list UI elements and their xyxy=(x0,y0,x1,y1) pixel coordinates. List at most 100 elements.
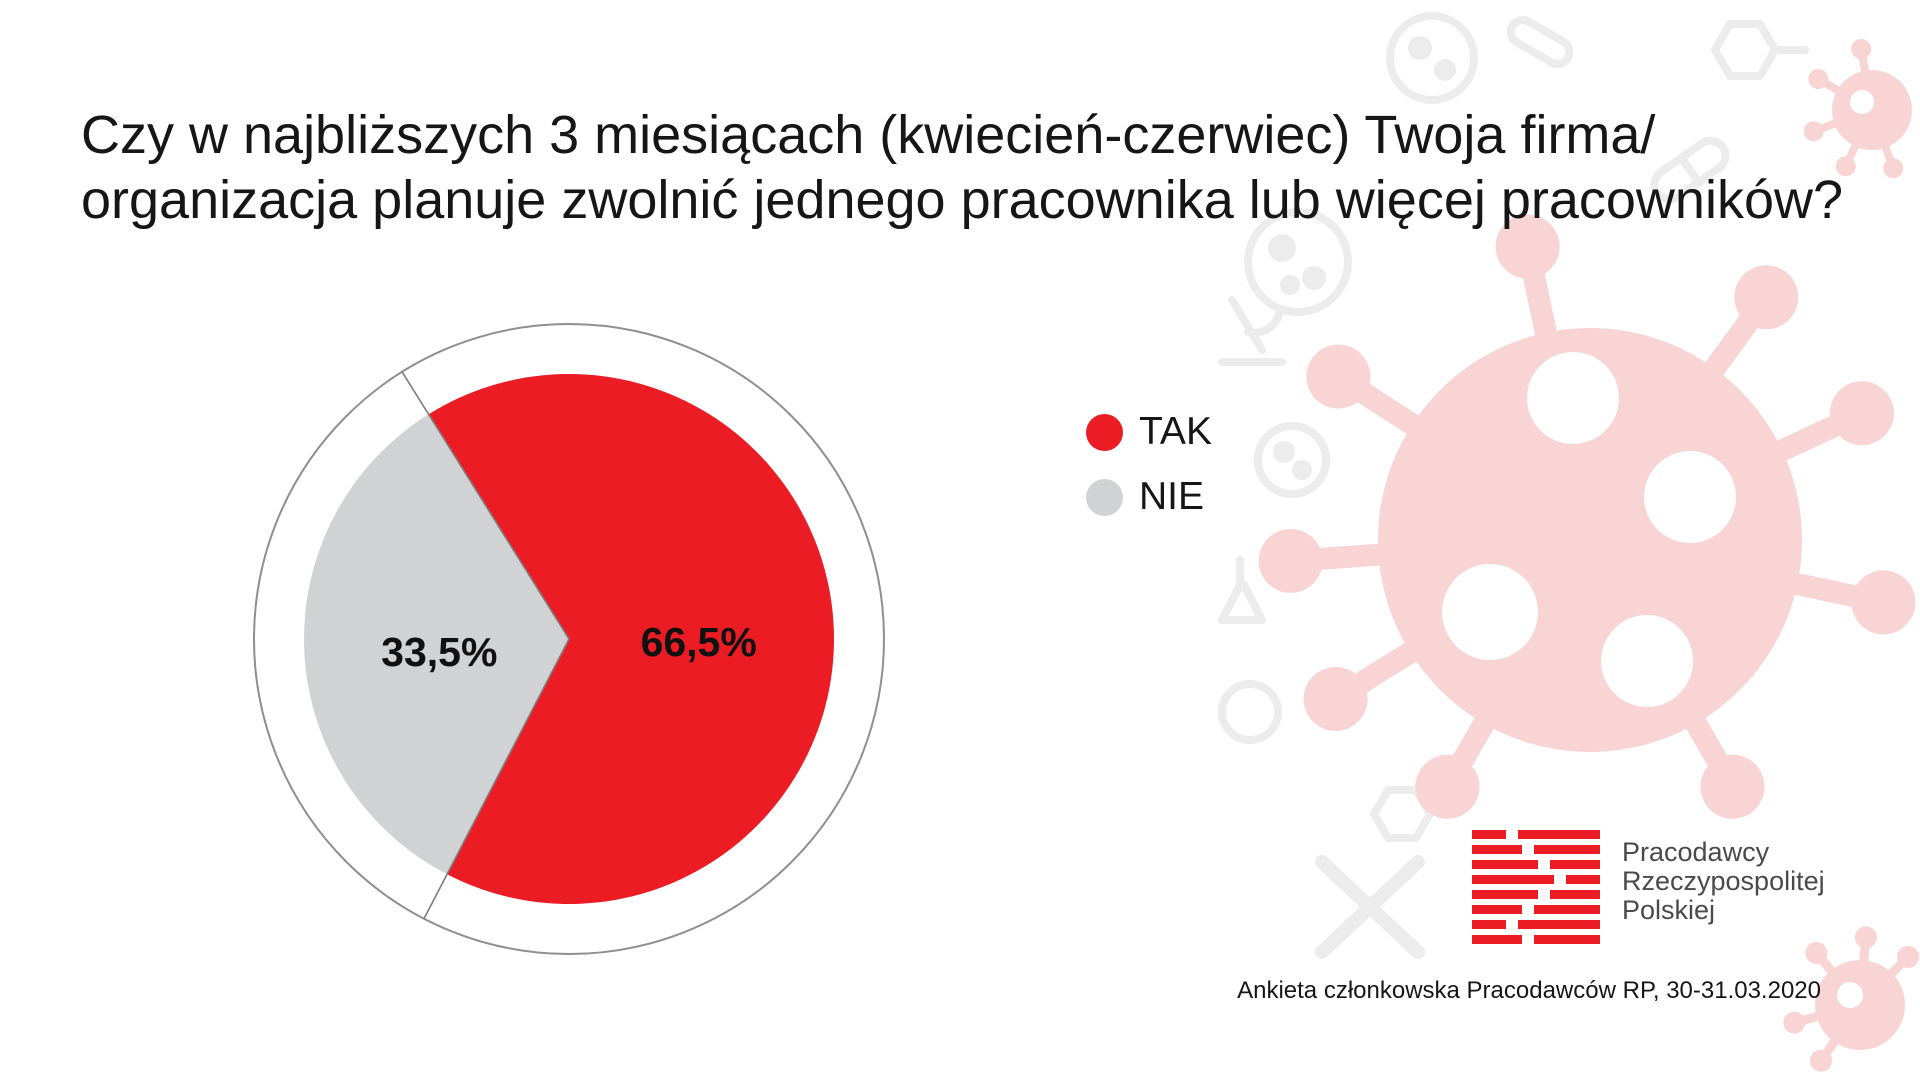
logo-stripes xyxy=(1472,830,1600,944)
virus-spike-knob xyxy=(1851,38,1872,59)
petri-dish-dot xyxy=(1268,234,1296,262)
logo-stripe xyxy=(1472,920,1506,929)
virus-spike-knob xyxy=(1803,121,1824,142)
virus-spike-knob xyxy=(1854,926,1877,949)
chart-title: Czy w najbliższych 3 miesiącach (kwiecie… xyxy=(81,103,1843,233)
virus-spike-knob xyxy=(1303,667,1368,731)
legend-swatch-tak xyxy=(1086,413,1123,451)
virus-spike-knob xyxy=(1495,214,1560,279)
logo-text-line: Rzeczypospolitej xyxy=(1622,866,1825,896)
syringe-icon xyxy=(1315,855,1425,959)
pie-slices xyxy=(304,373,835,904)
microscope-icon xyxy=(1218,296,1286,366)
microscope-outline xyxy=(1218,296,1286,366)
virus-hole xyxy=(1644,451,1736,543)
virus-hole xyxy=(1442,564,1538,660)
virus-spike-knob xyxy=(1835,156,1856,177)
virus-holes xyxy=(1442,352,1736,707)
pie-chart: 66,5% 33,5% xyxy=(253,323,885,955)
lab-icons-pattern xyxy=(1218,12,1809,959)
petri-dish-icon xyxy=(1386,12,1478,104)
petri-dish-icon xyxy=(1254,422,1330,498)
logo-stripe xyxy=(1518,920,1600,929)
logo-stripe xyxy=(1472,905,1522,914)
pie-dividers xyxy=(401,371,570,920)
logo-stripe xyxy=(1550,890,1600,899)
logo-stripe xyxy=(1472,875,1554,884)
logo-stripe xyxy=(1472,830,1506,839)
pill-icon xyxy=(1506,16,1574,68)
chart-title-line-1: Czy w najbliższych 3 miesiącach (kwiecie… xyxy=(81,105,1656,165)
petri-dish-dot xyxy=(1302,266,1326,290)
virus-illustration-small xyxy=(1803,38,1912,179)
pie-slice-nie xyxy=(304,414,569,875)
legend: TAK NIE xyxy=(1086,408,1212,538)
virus-spike-knob xyxy=(1829,381,1894,446)
virus-spike-knob xyxy=(1783,1011,1806,1034)
slice-divider xyxy=(401,371,570,640)
logo-stripe xyxy=(1534,905,1600,914)
logo-stripe xyxy=(1472,890,1538,899)
virus-body xyxy=(1832,70,1912,150)
petri-dish-dot xyxy=(1434,59,1456,81)
virus-spike-knob xyxy=(1306,344,1371,409)
virus-spike-knob xyxy=(1734,265,1799,330)
petri-dish-dot xyxy=(1273,441,1295,463)
pill-divider xyxy=(1677,153,1703,187)
data-label-nie: 33,5% xyxy=(381,629,497,675)
petri-dish-icon xyxy=(1244,208,1352,316)
source-note: Ankieta członkowska Pracodawców RP, 30-3… xyxy=(1237,977,1821,1004)
legend-item-tak: TAK xyxy=(1086,408,1212,456)
logo-text: Pracodawcy Rzeczypospolitej Polskiej xyxy=(1622,838,1825,925)
petri-dish-dot xyxy=(1408,36,1432,60)
logo-text-line: Pracodawcy xyxy=(1622,837,1770,867)
legend-swatch-nie xyxy=(1086,478,1123,516)
virus-hole xyxy=(1850,90,1874,114)
molecule-ring xyxy=(1711,20,1779,80)
virus-illustration-small xyxy=(1783,926,1920,1072)
virus-illustration xyxy=(1258,214,1916,819)
slice-divider xyxy=(423,638,570,920)
logo-stripe xyxy=(1534,845,1600,854)
data-label-tak: 66,5% xyxy=(641,619,757,665)
virus-spike-knob xyxy=(1851,570,1916,635)
flask-icon xyxy=(1218,556,1266,624)
virus-spike-knob xyxy=(1700,754,1765,819)
virus-spike-knob xyxy=(1808,69,1829,89)
pill-icon xyxy=(1650,136,1730,204)
virus-spike-knob xyxy=(1883,158,1904,179)
petri-dish-dot xyxy=(1280,275,1300,295)
petri-dish-rim xyxy=(1218,680,1282,744)
molecule-icon xyxy=(1711,20,1809,80)
virus-spike-knob xyxy=(1415,754,1480,819)
virus-hole xyxy=(1837,982,1863,1008)
petri-dish-dot xyxy=(1292,460,1312,480)
legend-label-nie: NIE xyxy=(1139,475,1205,518)
virus-spike-knob xyxy=(1810,1049,1832,1072)
logo-stripe xyxy=(1472,860,1538,869)
logo-stripe xyxy=(1534,935,1600,944)
chart-title-line-2: organizacja planuje zwolnić jednego prac… xyxy=(81,170,1844,230)
petri-dish-rim xyxy=(1386,12,1478,104)
pie-slice-tak xyxy=(428,373,835,904)
virus-hole xyxy=(1527,352,1619,444)
legend-item-nie: NIE xyxy=(1086,473,1212,521)
petri-dish-rim xyxy=(1244,208,1352,316)
logo-stripe xyxy=(1550,860,1600,869)
logo-stripe xyxy=(1472,935,1522,944)
virus-spike-knob xyxy=(1258,528,1323,593)
petri-dish-rim xyxy=(1254,422,1330,498)
logo-stripe xyxy=(1566,875,1600,884)
logo-mark xyxy=(1472,830,1600,944)
virus-body xyxy=(1815,960,1905,1050)
logo-stripe xyxy=(1472,845,1522,854)
logo-text-line: Polskiej xyxy=(1622,895,1716,925)
legend-label-tak: TAK xyxy=(1139,410,1212,453)
virus-spike-knob xyxy=(1897,945,1920,968)
syringe-stroke xyxy=(1315,855,1425,959)
virus-spike-knob xyxy=(1805,941,1828,964)
logo-stripe xyxy=(1518,830,1600,839)
virus-hole xyxy=(1601,615,1693,707)
pill-capsule xyxy=(1506,16,1574,68)
